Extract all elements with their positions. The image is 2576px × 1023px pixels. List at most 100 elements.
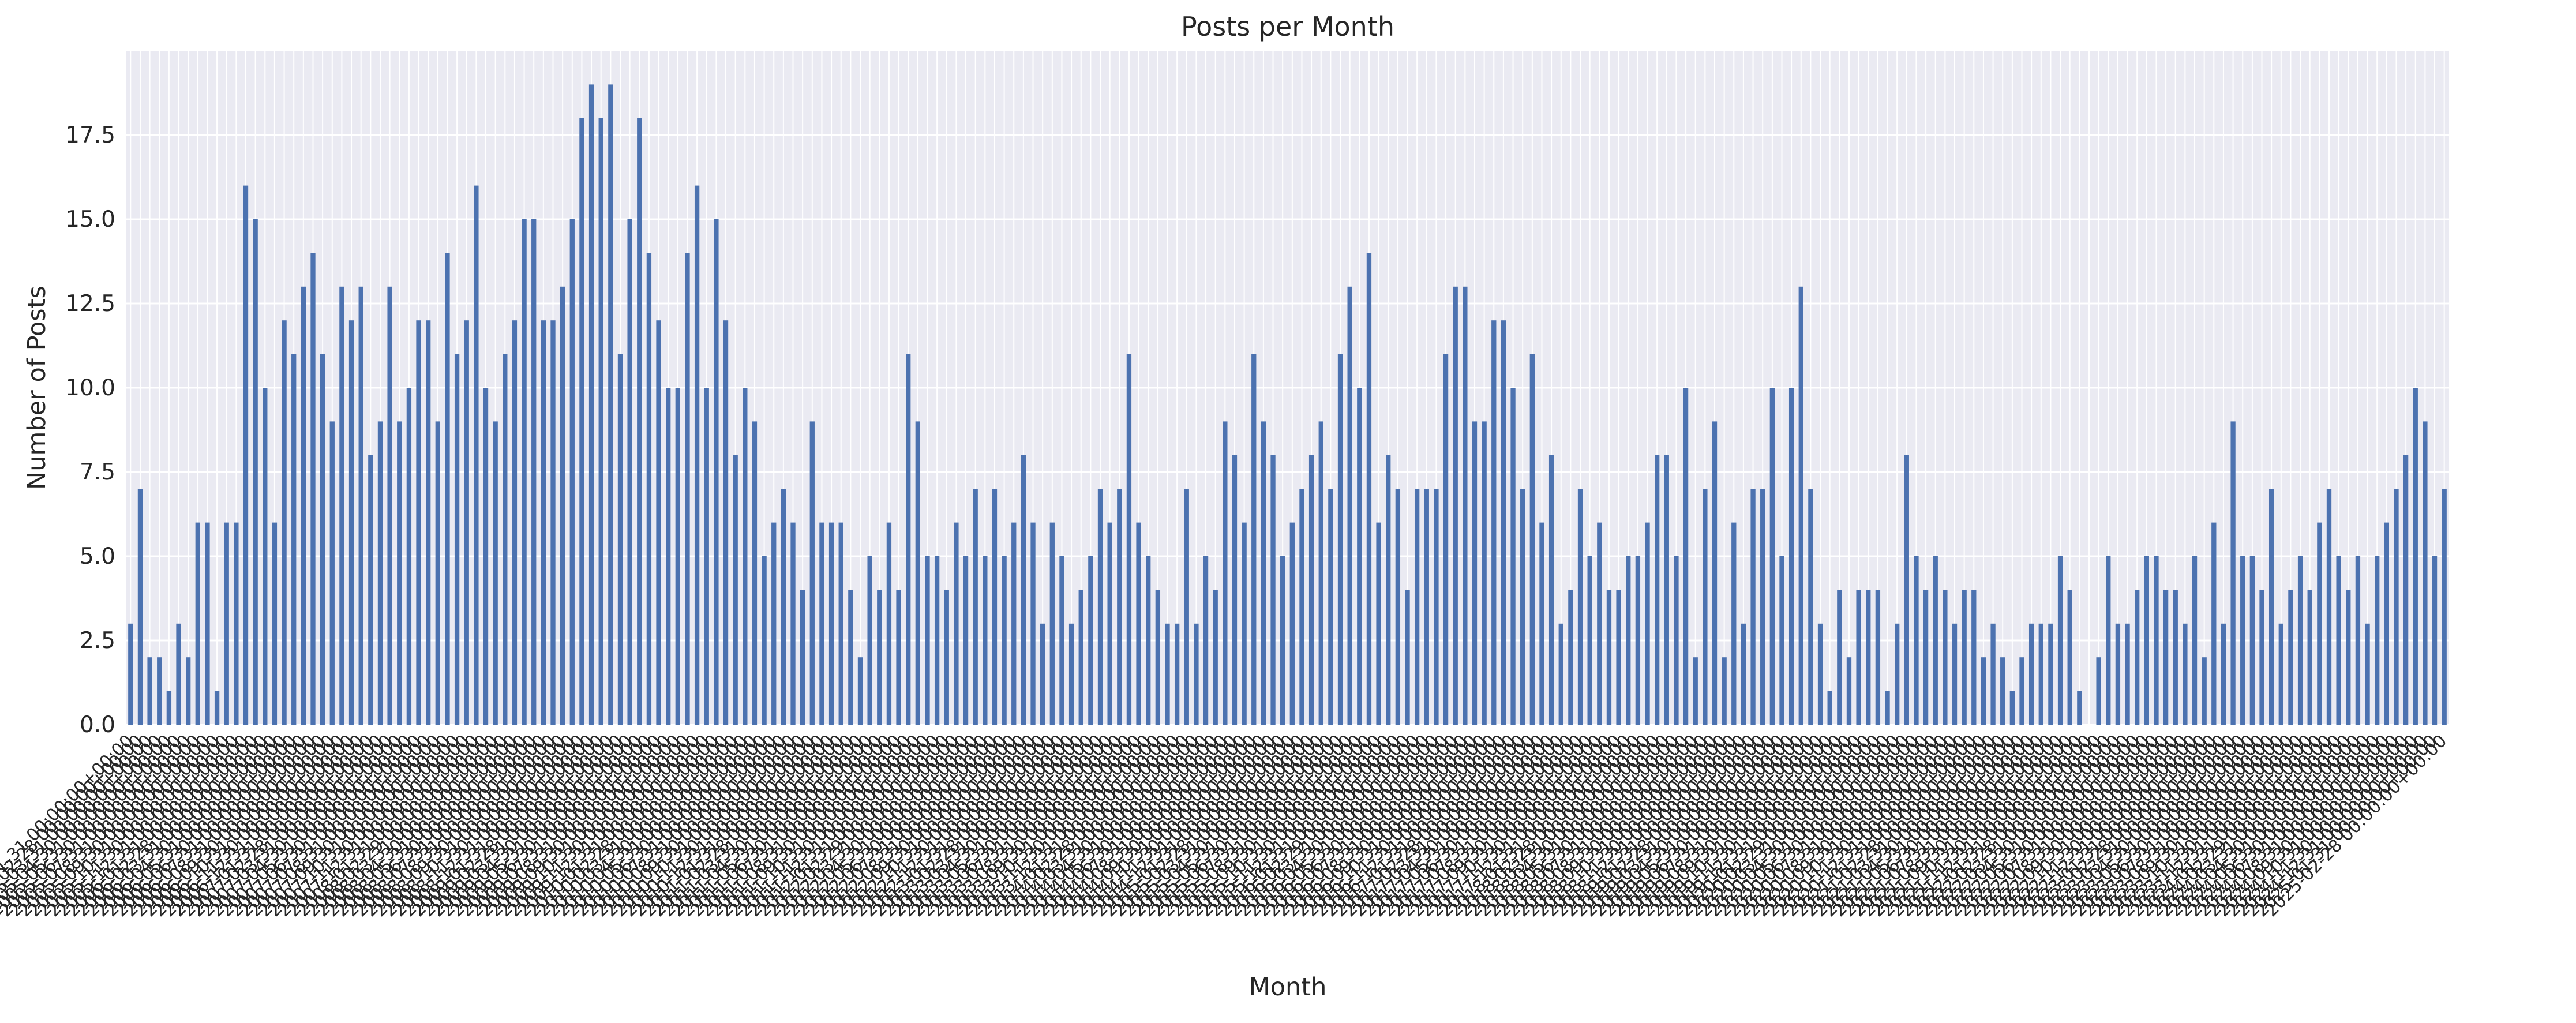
bar — [1539, 522, 1544, 725]
bar — [224, 522, 229, 725]
bar — [2067, 590, 2072, 725]
bar — [1328, 489, 1333, 725]
bar — [301, 286, 306, 725]
bar — [2423, 421, 2428, 725]
bar — [272, 522, 278, 725]
bar — [368, 455, 373, 725]
bar — [1184, 489, 1189, 725]
bar — [1366, 253, 1372, 725]
bar — [1443, 354, 1449, 725]
bar — [2432, 556, 2438, 725]
bar — [627, 219, 632, 725]
bar — [608, 84, 613, 725]
bar — [1703, 489, 1708, 725]
bar — [1424, 489, 1429, 725]
x-axis-label: Month — [1249, 973, 1327, 1002]
bar — [435, 421, 440, 725]
bar — [329, 421, 335, 725]
bar — [857, 657, 863, 725]
bar — [2221, 623, 2226, 725]
bar — [1981, 657, 1986, 725]
bar — [944, 590, 949, 725]
bar — [1386, 455, 1391, 725]
bar — [1904, 455, 1909, 725]
bar — [2278, 623, 2283, 725]
bar — [128, 623, 133, 725]
bar — [666, 388, 671, 725]
bar — [339, 286, 344, 725]
bar — [1146, 556, 1151, 725]
bar — [1049, 522, 1055, 725]
bar — [137, 489, 143, 725]
bar — [1606, 590, 1612, 725]
bar — [1078, 590, 1083, 725]
bar — [1616, 590, 1621, 725]
bar — [1011, 522, 1017, 725]
bar — [2135, 590, 2140, 725]
bar — [867, 556, 872, 725]
bar — [886, 522, 892, 725]
bar — [954, 522, 959, 725]
bar — [1548, 455, 1554, 725]
bar — [2375, 556, 2380, 725]
bar — [310, 253, 316, 725]
bar — [2259, 590, 2264, 725]
bar — [2355, 556, 2361, 725]
bar — [752, 421, 758, 725]
bar — [1463, 286, 1468, 725]
bar — [1482, 421, 1487, 725]
bar — [1021, 455, 1026, 725]
bar — [205, 522, 210, 725]
y-tick-label: 2.5 — [80, 628, 115, 654]
bar — [2019, 657, 2024, 725]
bar — [263, 388, 268, 725]
bar — [1769, 388, 1775, 725]
bar — [2115, 623, 2121, 725]
bar — [992, 489, 998, 725]
bar — [1693, 657, 1698, 725]
bar — [1491, 320, 1497, 725]
bar — [2384, 522, 2389, 725]
bar — [1990, 623, 1996, 725]
bar — [925, 556, 930, 725]
bar — [656, 320, 661, 725]
bar — [1568, 590, 1573, 725]
bar — [2230, 421, 2236, 725]
bar — [2038, 623, 2043, 725]
bar — [176, 623, 181, 725]
bar — [1405, 590, 1410, 725]
bar — [1674, 556, 1679, 725]
bar — [387, 286, 392, 725]
bar — [1270, 455, 1276, 725]
bar — [733, 455, 738, 725]
bar — [2163, 590, 2169, 725]
bar — [1155, 590, 1161, 725]
bar — [1088, 556, 1093, 725]
bar — [637, 118, 642, 725]
bar — [781, 489, 786, 725]
bar — [2028, 623, 2034, 725]
bar — [1068, 623, 1074, 725]
bar — [1529, 354, 1535, 725]
bar — [1866, 590, 1871, 725]
bar — [243, 185, 249, 725]
bar — [1472, 421, 1478, 725]
bar — [377, 421, 383, 725]
bar — [2096, 657, 2101, 725]
bar — [704, 388, 709, 725]
bar — [617, 354, 623, 725]
bar — [743, 388, 748, 725]
bar — [1895, 623, 1900, 725]
bar — [1299, 489, 1304, 725]
bar — [2288, 590, 2293, 725]
y-tick-label: 15.0 — [65, 207, 115, 233]
y-tick-labels: 0.0 2.5 5.0 7.5 10.0 12.5 15.0 17.5 — [65, 122, 115, 738]
bar — [2077, 691, 2082, 725]
bar — [2154, 556, 2159, 725]
bar — [1558, 623, 1563, 725]
bar — [1289, 522, 1295, 725]
bar — [1645, 522, 1650, 725]
bar — [1943, 590, 1948, 725]
bar — [493, 421, 498, 725]
